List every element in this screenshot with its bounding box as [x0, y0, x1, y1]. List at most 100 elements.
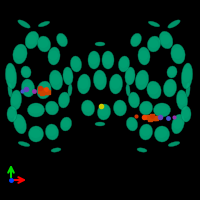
Ellipse shape	[58, 92, 70, 108]
Ellipse shape	[137, 148, 147, 152]
Ellipse shape	[10, 90, 22, 110]
Ellipse shape	[171, 44, 185, 64]
Ellipse shape	[6, 68, 15, 82]
Ellipse shape	[95, 122, 105, 126]
Ellipse shape	[154, 103, 170, 117]
Ellipse shape	[14, 114, 26, 134]
Ellipse shape	[172, 114, 184, 134]
Ellipse shape	[49, 70, 63, 90]
Ellipse shape	[126, 71, 133, 80]
Ellipse shape	[154, 126, 170, 142]
Ellipse shape	[77, 74, 91, 94]
Ellipse shape	[132, 36, 139, 43]
Ellipse shape	[14, 48, 25, 59]
Ellipse shape	[49, 51, 58, 60]
Ellipse shape	[57, 33, 67, 47]
Ellipse shape	[182, 68, 191, 82]
Ellipse shape	[131, 33, 141, 47]
Ellipse shape	[21, 79, 35, 97]
Ellipse shape	[45, 101, 59, 115]
Ellipse shape	[129, 95, 138, 104]
Ellipse shape	[102, 51, 114, 69]
Ellipse shape	[58, 36, 65, 43]
Ellipse shape	[137, 74, 146, 85]
Ellipse shape	[59, 95, 68, 104]
Ellipse shape	[18, 142, 30, 146]
Ellipse shape	[139, 101, 153, 115]
Ellipse shape	[64, 71, 71, 80]
Ellipse shape	[168, 68, 175, 75]
Ellipse shape	[30, 129, 41, 138]
Ellipse shape	[141, 104, 150, 112]
Ellipse shape	[47, 127, 56, 136]
Ellipse shape	[127, 120, 136, 127]
Ellipse shape	[28, 103, 44, 117]
Ellipse shape	[8, 109, 15, 118]
Ellipse shape	[147, 36, 161, 52]
Ellipse shape	[95, 74, 104, 85]
Ellipse shape	[167, 66, 177, 78]
Ellipse shape	[103, 55, 112, 64]
Ellipse shape	[113, 100, 127, 116]
Ellipse shape	[156, 129, 167, 138]
Ellipse shape	[48, 47, 60, 65]
Ellipse shape	[109, 74, 123, 94]
Ellipse shape	[97, 104, 111, 120]
Ellipse shape	[139, 124, 153, 140]
Ellipse shape	[125, 67, 135, 85]
Ellipse shape	[161, 35, 170, 44]
Ellipse shape	[11, 94, 20, 105]
Ellipse shape	[111, 78, 120, 89]
Ellipse shape	[172, 48, 183, 59]
Ellipse shape	[81, 100, 95, 116]
Ellipse shape	[177, 94, 186, 105]
Ellipse shape	[70, 56, 82, 72]
Ellipse shape	[29, 106, 42, 113]
Ellipse shape	[22, 68, 29, 75]
Ellipse shape	[38, 21, 50, 27]
Ellipse shape	[141, 127, 150, 136]
Ellipse shape	[79, 78, 88, 89]
Ellipse shape	[63, 67, 73, 85]
Ellipse shape	[51, 74, 60, 85]
Ellipse shape	[93, 70, 107, 90]
Ellipse shape	[25, 31, 39, 49]
Ellipse shape	[168, 142, 180, 146]
Ellipse shape	[115, 103, 124, 112]
Ellipse shape	[83, 103, 92, 112]
Ellipse shape	[89, 55, 98, 64]
Ellipse shape	[126, 84, 130, 96]
Ellipse shape	[126, 117, 138, 131]
Ellipse shape	[8, 83, 12, 97]
Ellipse shape	[39, 39, 48, 48]
Ellipse shape	[37, 81, 51, 99]
Ellipse shape	[27, 35, 36, 44]
Ellipse shape	[181, 106, 191, 122]
Ellipse shape	[163, 79, 177, 97]
Ellipse shape	[15, 118, 24, 129]
Ellipse shape	[45, 124, 59, 140]
Ellipse shape	[61, 120, 70, 127]
Ellipse shape	[13, 44, 27, 64]
Ellipse shape	[7, 106, 17, 122]
Ellipse shape	[168, 20, 180, 28]
Ellipse shape	[181, 63, 193, 89]
Ellipse shape	[18, 20, 30, 28]
Ellipse shape	[182, 109, 189, 118]
Ellipse shape	[118, 56, 130, 72]
Ellipse shape	[51, 148, 61, 152]
Ellipse shape	[176, 90, 188, 110]
Ellipse shape	[71, 59, 80, 68]
Ellipse shape	[128, 92, 140, 108]
Ellipse shape	[95, 42, 105, 46]
Ellipse shape	[159, 31, 173, 49]
Ellipse shape	[99, 107, 108, 116]
Ellipse shape	[119, 59, 128, 68]
Ellipse shape	[139, 51, 148, 60]
Ellipse shape	[23, 83, 32, 92]
Ellipse shape	[173, 118, 182, 129]
Ellipse shape	[5, 63, 17, 89]
Ellipse shape	[165, 83, 174, 92]
Ellipse shape	[155, 106, 168, 113]
Ellipse shape	[186, 83, 190, 97]
